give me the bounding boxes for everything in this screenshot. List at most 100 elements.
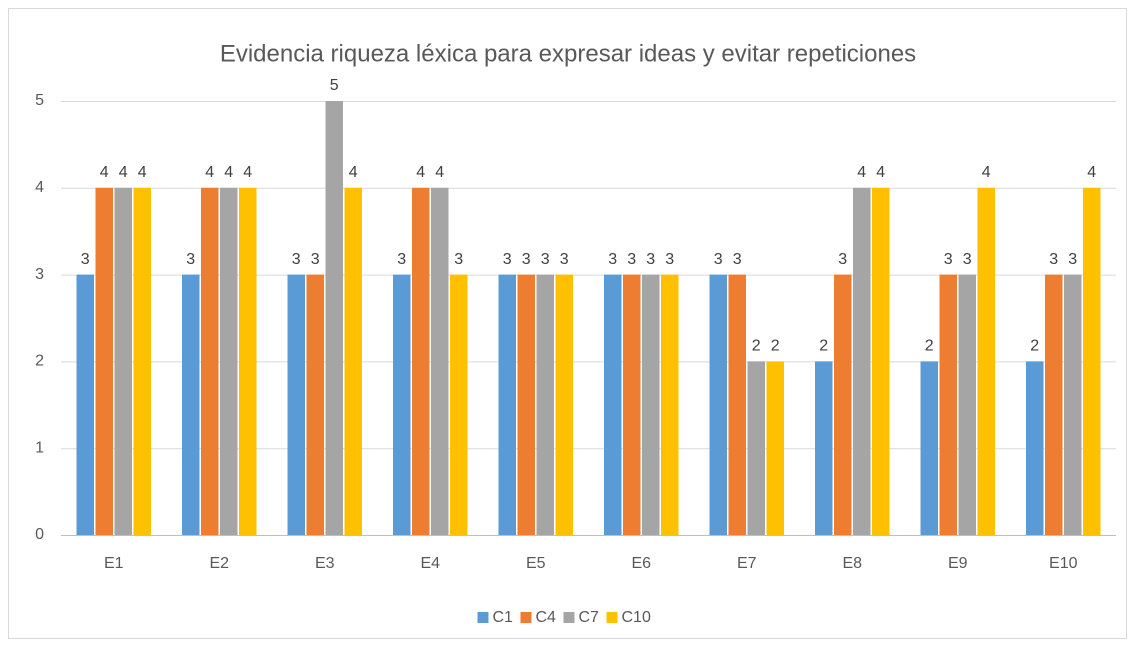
bar bbox=[133, 187, 151, 536]
bar bbox=[1064, 274, 1082, 535]
data-label: 4 bbox=[224, 164, 233, 181]
data-label: 4 bbox=[982, 164, 991, 181]
bar bbox=[287, 274, 305, 535]
data-label: 3 bbox=[714, 251, 723, 268]
data-label: 4 bbox=[416, 164, 425, 181]
data-label: 4 bbox=[857, 164, 866, 181]
data-label: 4 bbox=[205, 164, 214, 181]
data-label: 3 bbox=[608, 251, 617, 268]
bar bbox=[306, 274, 324, 535]
x-tick-label: E9 bbox=[948, 555, 968, 572]
legend-label: C7 bbox=[579, 609, 600, 626]
y-tick-label: 2 bbox=[35, 353, 44, 370]
data-label: 3 bbox=[541, 251, 550, 268]
x-tick-label: E5 bbox=[526, 555, 546, 572]
bar bbox=[958, 274, 976, 535]
x-tick-label: E4 bbox=[420, 555, 440, 572]
bar bbox=[1083, 187, 1101, 536]
data-label: 3 bbox=[1049, 251, 1058, 268]
data-label: 2 bbox=[925, 338, 934, 355]
bar bbox=[344, 187, 362, 536]
data-label: 4 bbox=[876, 164, 885, 181]
bar bbox=[920, 361, 938, 535]
bar bbox=[517, 274, 535, 535]
bar bbox=[728, 274, 746, 535]
bar bbox=[182, 274, 200, 535]
data-label: 2 bbox=[1030, 338, 1039, 355]
x-tick-label: E7 bbox=[737, 555, 757, 572]
data-label: 3 bbox=[311, 251, 320, 268]
bar bbox=[114, 187, 132, 536]
bar bbox=[220, 187, 238, 536]
bar bbox=[623, 274, 641, 535]
data-label: 2 bbox=[771, 338, 780, 355]
bar bbox=[642, 274, 660, 535]
x-tick-label: E2 bbox=[209, 555, 229, 572]
bar bbox=[853, 187, 871, 536]
bar bbox=[536, 274, 554, 535]
data-label: 3 bbox=[665, 251, 674, 268]
data-label: 3 bbox=[397, 251, 406, 268]
x-tick-label: E3 bbox=[315, 555, 335, 572]
data-label: 3 bbox=[560, 251, 569, 268]
bar bbox=[498, 274, 516, 535]
data-label: 4 bbox=[349, 164, 358, 181]
bar bbox=[939, 274, 957, 535]
bar bbox=[709, 274, 727, 535]
data-label: 2 bbox=[819, 338, 828, 355]
data-label: 4 bbox=[1087, 164, 1096, 181]
data-label: 3 bbox=[503, 251, 512, 268]
data-label: 5 bbox=[330, 77, 339, 94]
bar bbox=[450, 274, 468, 535]
bar bbox=[412, 187, 430, 536]
x-tick-label: E1 bbox=[104, 555, 124, 572]
y-tick-label: 5 bbox=[35, 92, 44, 109]
bar bbox=[393, 274, 411, 535]
legend-label: C10 bbox=[622, 609, 651, 626]
bar bbox=[555, 274, 573, 535]
legend-swatch bbox=[477, 612, 489, 623]
data-label: 3 bbox=[454, 251, 463, 268]
bar bbox=[604, 274, 622, 535]
legend-swatch bbox=[606, 612, 618, 623]
legend-label: C1 bbox=[493, 609, 514, 626]
data-label: 3 bbox=[733, 251, 742, 268]
bar bbox=[325, 101, 343, 535]
data-label: 3 bbox=[646, 251, 655, 268]
chart-title: Evidencia riqueza léxica para expresar i… bbox=[220, 40, 916, 67]
bar bbox=[239, 187, 257, 536]
data-label: 3 bbox=[1068, 251, 1077, 268]
y-tick-label: 0 bbox=[35, 526, 44, 543]
data-label: 3 bbox=[522, 251, 531, 268]
bar bbox=[815, 361, 833, 535]
data-label: 4 bbox=[243, 164, 252, 181]
bar bbox=[1026, 361, 1044, 535]
bar bbox=[201, 187, 219, 536]
data-label: 4 bbox=[119, 164, 128, 181]
data-label: 3 bbox=[81, 251, 90, 268]
data-label: 3 bbox=[838, 251, 847, 268]
bar bbox=[661, 274, 679, 535]
bar bbox=[834, 274, 852, 535]
legend-label: C4 bbox=[536, 609, 557, 626]
data-label: 3 bbox=[944, 251, 953, 268]
bar bbox=[747, 361, 765, 535]
x-tick-label: E10 bbox=[1049, 555, 1078, 572]
bar bbox=[95, 187, 113, 536]
bar bbox=[1045, 274, 1063, 535]
legend-swatch bbox=[563, 612, 575, 623]
data-label: 2 bbox=[752, 338, 761, 355]
bar bbox=[76, 274, 94, 535]
bar bbox=[431, 187, 449, 536]
x-tick-label: E8 bbox=[842, 555, 862, 572]
y-tick-label: 1 bbox=[35, 439, 44, 456]
data-label: 3 bbox=[963, 251, 972, 268]
data-label: 4 bbox=[138, 164, 147, 181]
y-tick-label: 4 bbox=[35, 179, 44, 196]
x-tick-label: E6 bbox=[631, 555, 651, 572]
data-label: 4 bbox=[435, 164, 444, 181]
data-label: 3 bbox=[627, 251, 636, 268]
data-label: 3 bbox=[292, 251, 301, 268]
legend-swatch bbox=[520, 612, 532, 623]
